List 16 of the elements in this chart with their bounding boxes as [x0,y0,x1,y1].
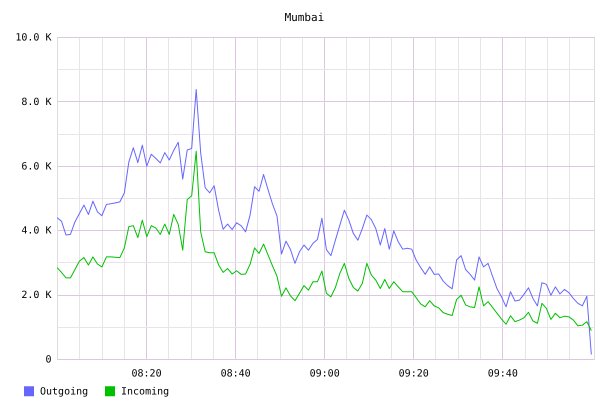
y-tick-label: 6.0 K [21,161,52,172]
y-tick-label: 4.0 K [21,226,52,237]
legend-label: Outgoing [40,386,88,398]
x-tick-label: 08:20 [131,368,162,380]
line-series [57,150,592,332]
y-tick-label: 8.0 K [21,96,52,108]
chart-title: Mumbai [284,11,324,24]
x-tick-label: 08:40 [220,368,251,380]
line-series [57,88,592,355]
y-tick-label: 10.0 K [15,32,52,44]
x-tick-label: 09:00 [310,368,340,380]
y-tick-label: 0 [45,354,52,366]
x-tick-label: 09:40 [488,368,518,380]
legend-label: Incoming [121,386,170,398]
x-tick-label: 09:20 [398,368,429,380]
y-tick-label: 2.0 K [21,290,52,302]
